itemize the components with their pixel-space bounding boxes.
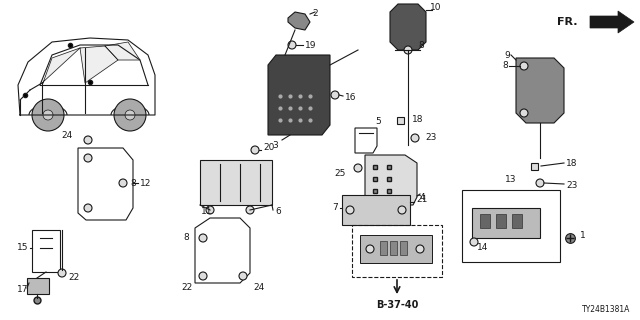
Circle shape xyxy=(331,91,339,99)
Bar xyxy=(496,214,506,228)
Bar xyxy=(380,241,387,255)
Text: 5: 5 xyxy=(375,117,381,126)
Bar xyxy=(342,195,410,225)
Circle shape xyxy=(346,206,354,214)
Circle shape xyxy=(114,99,146,131)
Text: 8: 8 xyxy=(418,41,424,50)
Circle shape xyxy=(288,41,296,49)
Circle shape xyxy=(536,179,544,187)
Polygon shape xyxy=(42,48,80,83)
Polygon shape xyxy=(390,4,426,50)
Polygon shape xyxy=(516,58,564,123)
Circle shape xyxy=(206,206,214,214)
Circle shape xyxy=(354,164,362,172)
Bar xyxy=(352,225,442,277)
Polygon shape xyxy=(590,11,634,33)
Text: 9: 9 xyxy=(504,51,510,60)
Text: TY24B1381A: TY24B1381A xyxy=(582,306,630,315)
Bar xyxy=(400,241,407,255)
Polygon shape xyxy=(365,155,417,205)
Circle shape xyxy=(520,62,528,70)
Circle shape xyxy=(366,245,374,253)
Text: 18: 18 xyxy=(412,116,424,124)
Text: 10: 10 xyxy=(430,4,442,12)
Circle shape xyxy=(404,46,412,54)
Text: FR.: FR. xyxy=(557,17,578,27)
Text: 22: 22 xyxy=(182,284,193,292)
Circle shape xyxy=(125,110,135,120)
Text: 6: 6 xyxy=(275,207,281,217)
Text: 18: 18 xyxy=(566,158,577,167)
Text: 21: 21 xyxy=(416,196,428,204)
Bar xyxy=(32,230,60,272)
Text: 8: 8 xyxy=(502,61,508,70)
Bar xyxy=(462,190,560,262)
Text: 16: 16 xyxy=(345,93,356,102)
Text: 8: 8 xyxy=(183,234,189,243)
Bar xyxy=(390,241,397,255)
Bar xyxy=(360,235,432,263)
Text: 3: 3 xyxy=(272,140,278,149)
Text: B-37-40: B-37-40 xyxy=(376,300,418,310)
Circle shape xyxy=(199,234,207,242)
Circle shape xyxy=(411,134,419,142)
Circle shape xyxy=(239,272,247,280)
Polygon shape xyxy=(288,12,310,30)
Text: 14: 14 xyxy=(477,244,488,252)
Circle shape xyxy=(43,110,53,120)
Circle shape xyxy=(246,206,254,214)
Polygon shape xyxy=(80,46,118,83)
Bar xyxy=(27,278,49,294)
Bar xyxy=(480,214,490,228)
Text: 15: 15 xyxy=(17,244,28,252)
Circle shape xyxy=(520,109,528,117)
Text: 23: 23 xyxy=(566,181,577,190)
Text: 12: 12 xyxy=(140,179,152,188)
Circle shape xyxy=(470,238,478,246)
Circle shape xyxy=(119,179,127,187)
Text: 13: 13 xyxy=(505,175,516,185)
Circle shape xyxy=(199,272,207,280)
Circle shape xyxy=(32,99,64,131)
Text: 24: 24 xyxy=(61,132,73,140)
Circle shape xyxy=(84,154,92,162)
Text: 2: 2 xyxy=(312,10,317,19)
Bar xyxy=(200,160,272,205)
Text: 23: 23 xyxy=(425,133,436,142)
Text: 20: 20 xyxy=(263,143,275,153)
Text: 8: 8 xyxy=(130,179,136,188)
Polygon shape xyxy=(105,42,140,60)
Text: 1: 1 xyxy=(580,230,586,239)
Circle shape xyxy=(251,146,259,154)
Circle shape xyxy=(416,245,424,253)
Circle shape xyxy=(84,204,92,212)
Text: 25: 25 xyxy=(335,169,346,178)
Text: 7: 7 xyxy=(332,204,338,212)
Bar xyxy=(531,163,538,170)
Polygon shape xyxy=(268,55,330,135)
Bar xyxy=(397,116,403,124)
Bar xyxy=(512,214,522,228)
Text: 24: 24 xyxy=(253,284,264,292)
Text: 11: 11 xyxy=(201,207,212,217)
Text: 19: 19 xyxy=(305,41,317,50)
Bar xyxy=(472,208,540,238)
Circle shape xyxy=(84,136,92,144)
Circle shape xyxy=(398,206,406,214)
Text: 22: 22 xyxy=(68,274,79,283)
Text: 4: 4 xyxy=(420,194,426,203)
Text: 17: 17 xyxy=(17,285,28,294)
Circle shape xyxy=(58,269,66,277)
